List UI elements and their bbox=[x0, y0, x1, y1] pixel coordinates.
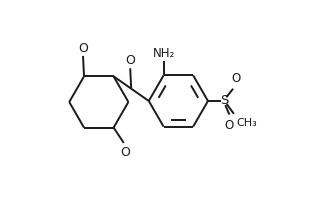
Text: O: O bbox=[125, 54, 135, 67]
Text: O: O bbox=[225, 119, 234, 132]
Text: S: S bbox=[220, 94, 228, 108]
Text: NH₂: NH₂ bbox=[152, 47, 175, 60]
Text: CH₃: CH₃ bbox=[237, 118, 257, 128]
Text: O: O bbox=[78, 42, 88, 55]
Text: O: O bbox=[120, 146, 130, 159]
Text: O: O bbox=[231, 72, 240, 85]
